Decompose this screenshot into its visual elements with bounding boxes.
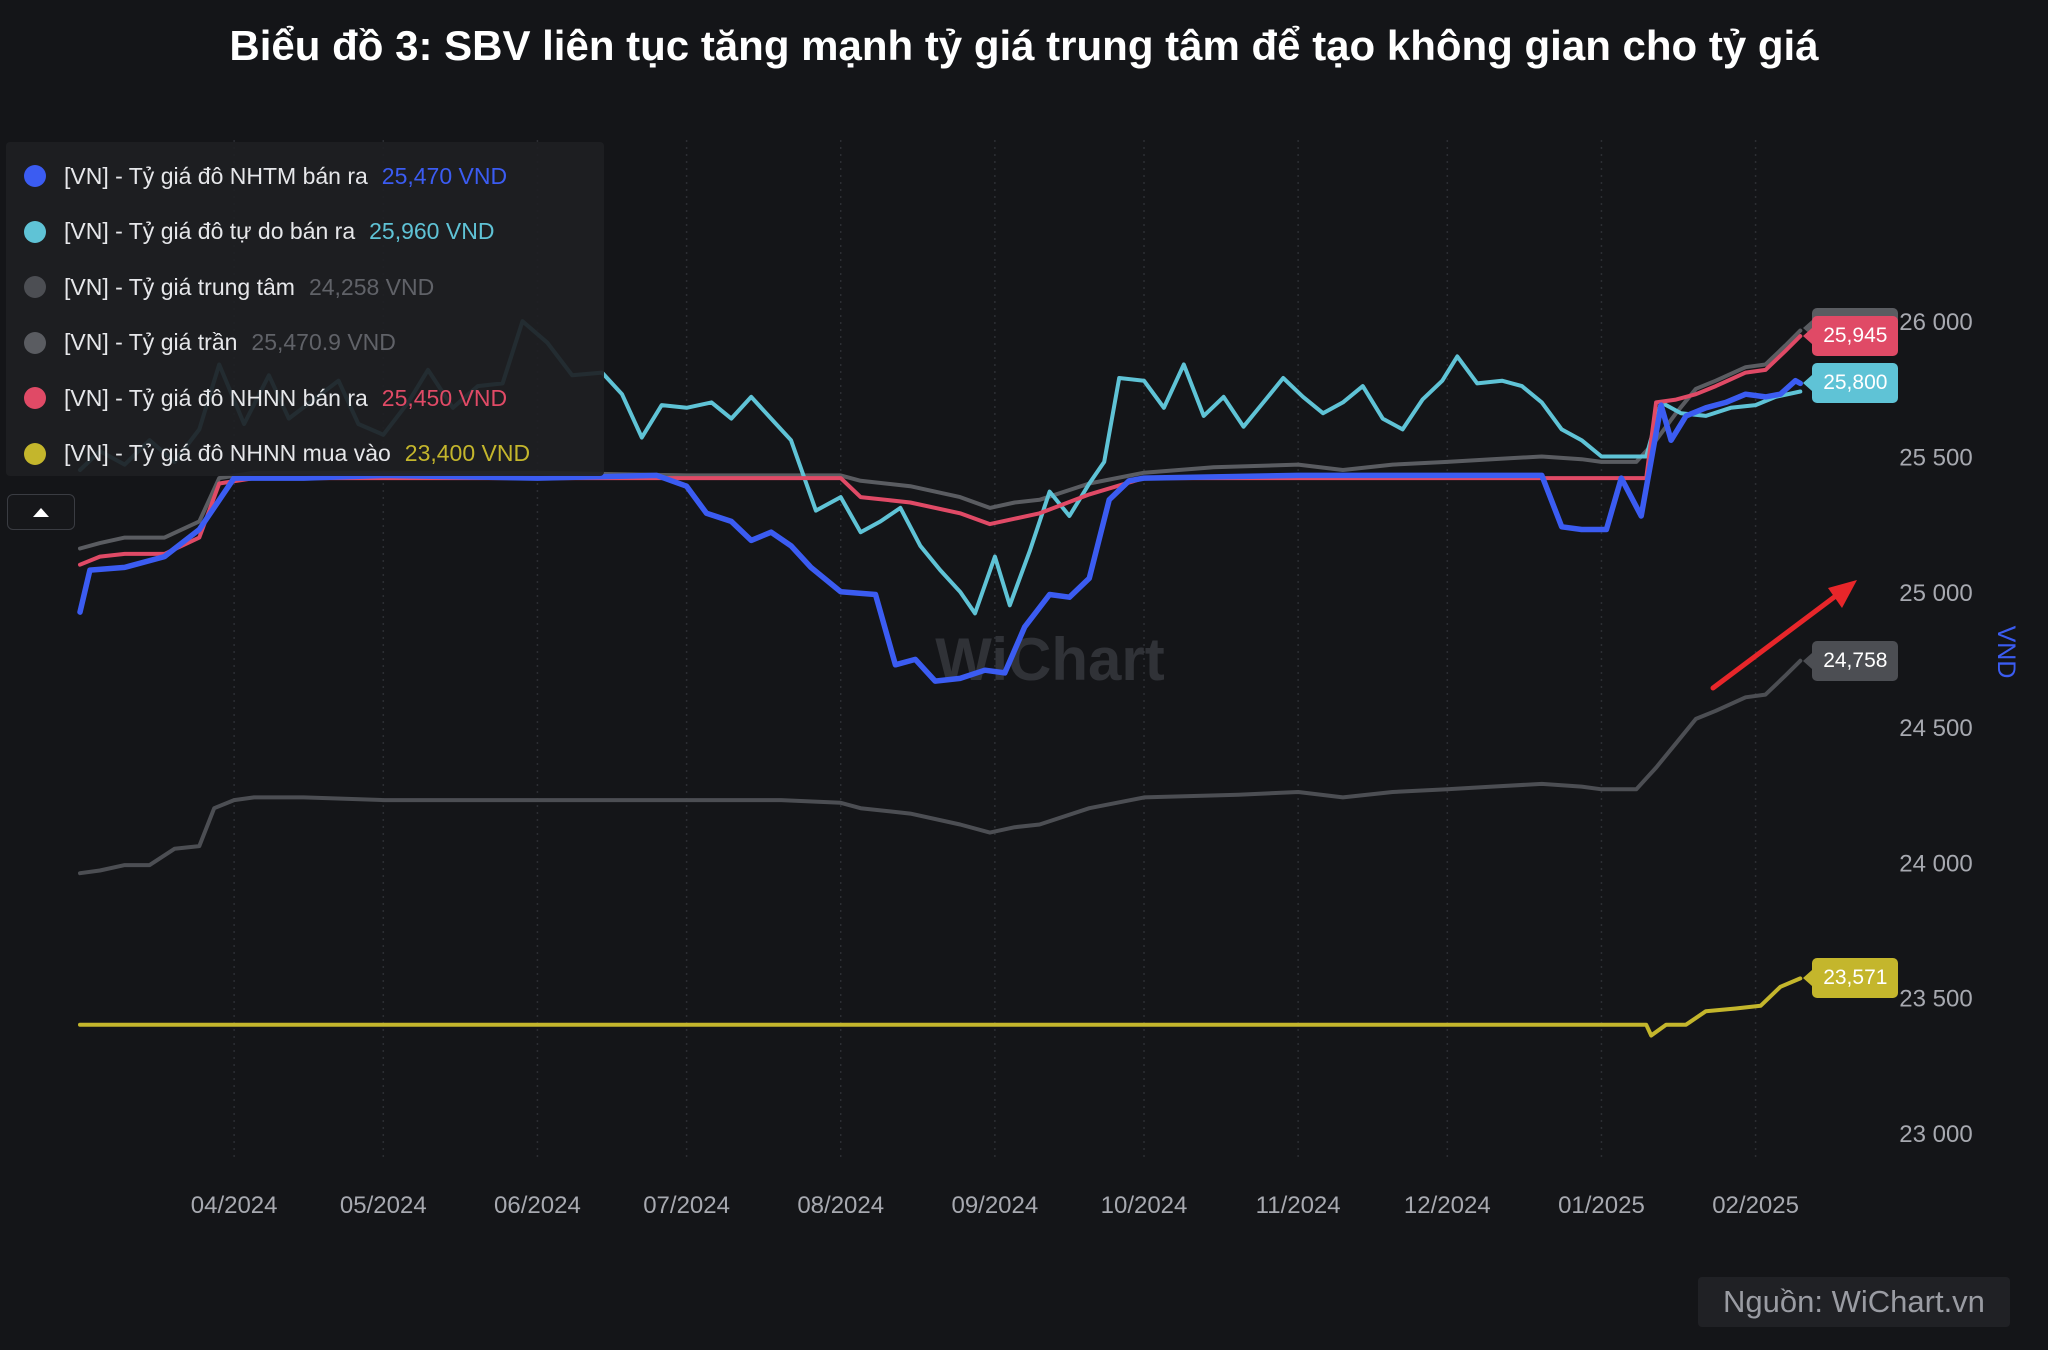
legend: [VN] - Tỷ giá đô NHTM bán ra 25,470 VND [V… [6,142,604,476]
legend-item[interactable]: [VN] - Tỷ giá trần 25,470.9 VND [24,323,396,363]
legend-marker-icon [24,165,46,187]
source-label: Nguồn: WiChart.vn [1698,1277,2010,1327]
legend-marker-icon [24,276,46,298]
legend-marker-icon [24,331,46,354]
legend-series-value: 24,258 VND [308,273,435,300]
y-tick-label: 23 500 [1899,986,1972,1013]
legend-item[interactable]: [VN] - Tỷ giá đô NHNN mua vào 23,400 VND [24,434,530,474]
x-tick-label: 08/2024 [797,1192,884,1219]
y-tick-label: 24 500 [1899,715,1972,742]
x-tick-label: 11/2024 [1256,1192,1341,1219]
watermark: WiChart [935,626,1164,693]
y-axis-label: VND [1992,626,2020,679]
legend-series-name: [VN] - Tỷ giá đô tự do bán ra [64,218,356,244]
legend-series-value: 25,450 VND [381,384,508,411]
series-line-ty-gia-do-nhnn-mua-vao [78,976,1803,1038]
y-tick-label: 24 000 [1899,850,1972,877]
legend-item[interactable]: [VN] - Tỷ giá đô tự do bán ra 25,960 VND [24,212,494,252]
axes: 04/2024 05/2024 06/2024 07/2024 08/2024 09/20… [191,309,1973,1219]
x-tick-label: 06/2024 [494,1192,581,1219]
y-tick-label: 25 500 [1899,444,1972,471]
end-value-badge: 24,758 [1803,640,1899,681]
legend-marker-icon [24,387,46,409]
legend-item[interactable]: [VN] - Tỷ giá đô NHTM bán ra 25,470 VND [24,156,507,196]
x-tick-label: 12/2024 [1404,1192,1491,1219]
legend-series-value: 25,470.9 VND [251,329,396,355]
legend-series-name: [VN] - Tỷ giá đô NHTM bán ra [64,162,368,189]
x-tick-label: 07/2024 [643,1192,730,1219]
x-tick-label: 05/2024 [340,1192,427,1219]
series-line-ty-gia-do-nhnn-ban-ra [78,334,1803,567]
legend-item[interactable]: [VN] - Tỷ giá trung tâm 24,258 VND [24,267,434,307]
end-value-badge: 25,800 [1803,363,1899,404]
x-tick-label: 10/2024 [1101,1192,1188,1219]
legend-marker-icon [24,220,46,243]
end-value-badge: 25,945 [1803,316,1899,357]
series-line-ty-gia-trung-tam [78,658,1803,876]
x-tick-label: 04/2024 [191,1192,278,1219]
legend-marker-icon [24,442,46,465]
chart-title: Biểu đồ 3: SBV liên tục tăng mạnh tỷ giá… [229,22,1819,69]
x-tick-label: 09/2024 [951,1192,1038,1219]
end-value-badge: 23,571 [1803,958,1899,999]
y-tick-label: 25 000 [1899,580,1972,607]
x-tick-label: 01/2025 [1558,1192,1645,1219]
y-tick-label: 26 000 [1899,309,1972,336]
legend-collapse-button[interactable] [7,494,75,530]
legend-series-name: [VN] - Tỷ giá đô NHNN mua vào [64,440,391,466]
annotation-arrow [1710,580,1857,691]
legend-series-value: 25,470 VND [381,162,508,189]
y-tick-label: 23 000 [1899,1121,1972,1148]
legend-item[interactable]: [VN] - Tỷ giá đô NHNN bán ra 25,450 VND [24,378,507,418]
legend-series-value: 25,960 VND [369,218,495,244]
legend-series-name: [VN] - Tỷ giá trung tâm [64,273,295,300]
x-tick-label: 02/2025 [1712,1192,1799,1219]
legend-series-name: [VN] - Tỷ giá đô NHNN bán ra [64,384,368,411]
series-line-ty-gia-do-nhtm-ban-ra [77,377,1804,684]
legend-series-value: 23,400 VND [404,440,531,466]
legend-series-name: [VN] - Tỷ giá trần [64,329,238,355]
caret-up-icon [33,507,49,517]
